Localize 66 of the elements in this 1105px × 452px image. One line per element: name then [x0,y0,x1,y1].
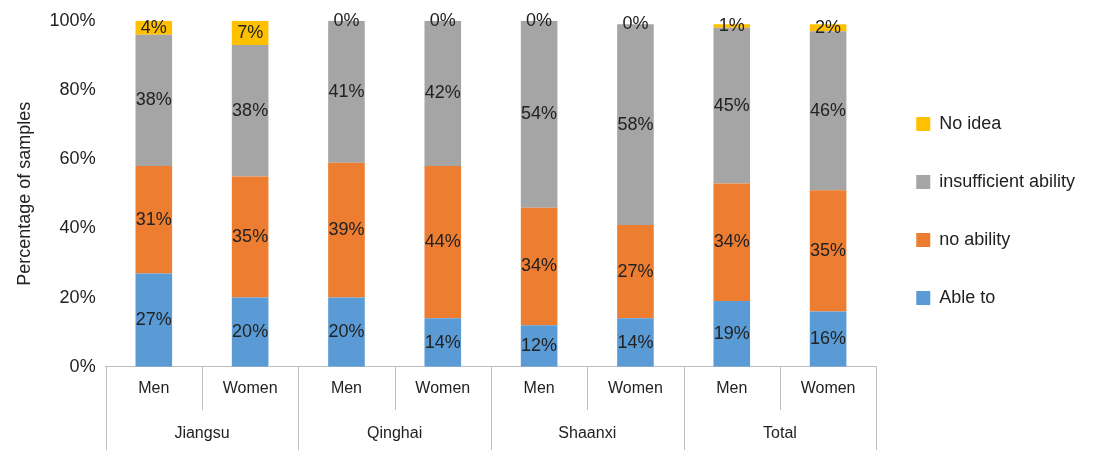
legend-label: Able to [939,286,996,307]
data-label: 20% [232,321,269,342]
x-tick-label: Men [716,378,748,396]
y-tick-label: 60% [59,148,96,169]
data-label: 34% [713,231,750,252]
x-tick-label: Women [415,378,471,396]
bar [809,31,847,191]
y-tick-label: 100% [49,9,96,30]
bar [135,166,173,274]
data-label: 34% [521,255,558,276]
legend-label: insufficient ability [939,170,1076,191]
data-label: 4% [140,16,167,37]
text: Jiangsu [174,424,230,442]
bar [617,224,654,319]
data-label: 46% [810,99,847,120]
data-label: 16% [810,328,847,349]
data-label: 39% [328,219,365,240]
y-tick-label: 0% [69,355,96,376]
data-label: 14% [424,331,461,352]
x-tick-label: Women [222,378,278,396]
text: Total [763,424,797,442]
y-tick-label: 40% [59,217,96,238]
text: Qinghai [367,424,423,442]
data-label: 27% [617,260,654,281]
bar [231,45,269,177]
x-tick-label: Men [138,378,170,396]
y-axis-title: Percentage of samples [13,101,34,286]
data-label: 54% [521,103,558,124]
bar [713,301,751,367]
data-label: 0% [526,9,553,30]
data-label: 0% [622,13,649,34]
x-tick-label: Women [608,378,663,396]
data-label: 0% [429,9,456,30]
bar [135,273,173,367]
data-label: 27% [135,309,172,330]
data-label: 14% [617,331,654,352]
data-label: 38% [135,89,172,110]
bar [520,207,558,326]
data-label: 19% [713,322,750,343]
data-label: 38% [232,99,269,120]
bar [424,166,462,319]
text: Shaanxi [558,424,617,442]
bar [231,176,269,298]
bar [713,183,751,302]
data-label: 42% [424,82,461,103]
data-label: 20% [328,321,365,342]
data-label: 45% [713,94,750,115]
data-label: 35% [810,239,847,260]
legend-label: No idea [939,112,1003,133]
bar [135,34,173,167]
legend-label: no ability [939,228,1011,249]
data-label: 12% [521,335,558,356]
data-label: 58% [617,113,654,134]
y-tick-label: 80% [59,78,96,99]
bar [809,190,847,312]
x-tick-label: Men [330,378,363,396]
data-label: 41% [328,80,365,101]
x-tick-label: Women [800,378,856,396]
data-label: 31% [135,208,172,229]
bar [328,162,365,298]
data-label: 0% [333,9,360,30]
data-label: 7% [237,21,264,42]
y-tick-label: 20% [59,286,96,307]
data-label: 35% [232,226,269,247]
x-tick-label: Men [523,378,555,396]
data-label: 44% [424,231,461,252]
